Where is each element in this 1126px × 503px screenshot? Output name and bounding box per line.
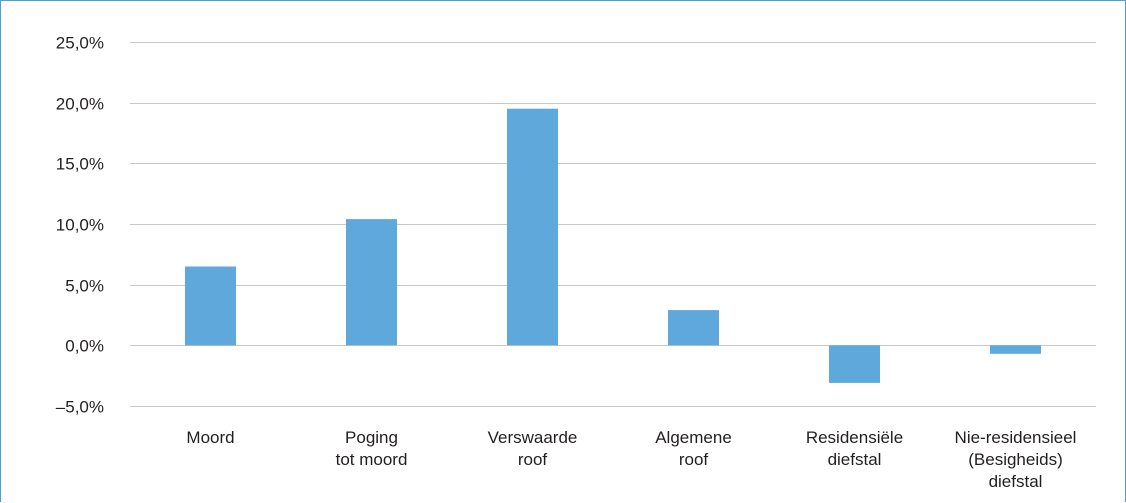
x-category-label-line: Nie-residensieel — [955, 428, 1077, 447]
x-category-label-line: roof — [679, 450, 709, 469]
y-tick-label: 15,0% — [56, 155, 104, 174]
y-tick-label: 0,0% — [65, 337, 104, 356]
y-tick-label: 25,0% — [56, 34, 104, 53]
y-tick-label: 10,0% — [56, 216, 104, 235]
x-category-label: Poging tot moord — [336, 428, 408, 469]
bar — [507, 108, 558, 346]
y-axis-tick-labels: 25,0% 20,0% 15,0% 10,0% 5,0% 0,0% –5,0% — [56, 34, 104, 417]
x-category-label-line: Moord — [186, 428, 234, 447]
x-category-label: Residensiële diefstal — [806, 428, 903, 469]
x-category-label: Moord — [186, 428, 234, 447]
x-category-label-line: tot moord — [336, 450, 408, 469]
x-category-label-line: Residensiële — [806, 428, 903, 447]
bars — [185, 108, 1041, 383]
x-category-label: Verswaarde roof — [488, 428, 578, 469]
bar — [185, 266, 236, 346]
gridlines — [130, 42, 1096, 407]
x-category-label: Algemene roof — [655, 428, 732, 469]
bar — [990, 345, 1041, 354]
x-category-label-line: diefstal — [828, 450, 882, 469]
bar — [346, 219, 397, 346]
x-category-label-line: Verswaarde — [488, 428, 578, 447]
y-tick-label: 20,0% — [56, 95, 104, 114]
x-category-label-line: Algemene — [655, 428, 732, 447]
x-category-label-line: (Besigheids) — [968, 450, 1063, 469]
x-category-label-line: Poging — [345, 428, 398, 447]
x-category-label-line: diefstal — [989, 472, 1043, 491]
y-tick-label: 5,0% — [65, 277, 104, 296]
y-tick-label: –5,0% — [56, 398, 104, 417]
bar — [668, 310, 719, 346]
x-category-label-line: roof — [518, 450, 548, 469]
x-category-label: Nie-residensieel (Besigheids) diefstal — [955, 428, 1077, 491]
bar — [829, 345, 880, 383]
